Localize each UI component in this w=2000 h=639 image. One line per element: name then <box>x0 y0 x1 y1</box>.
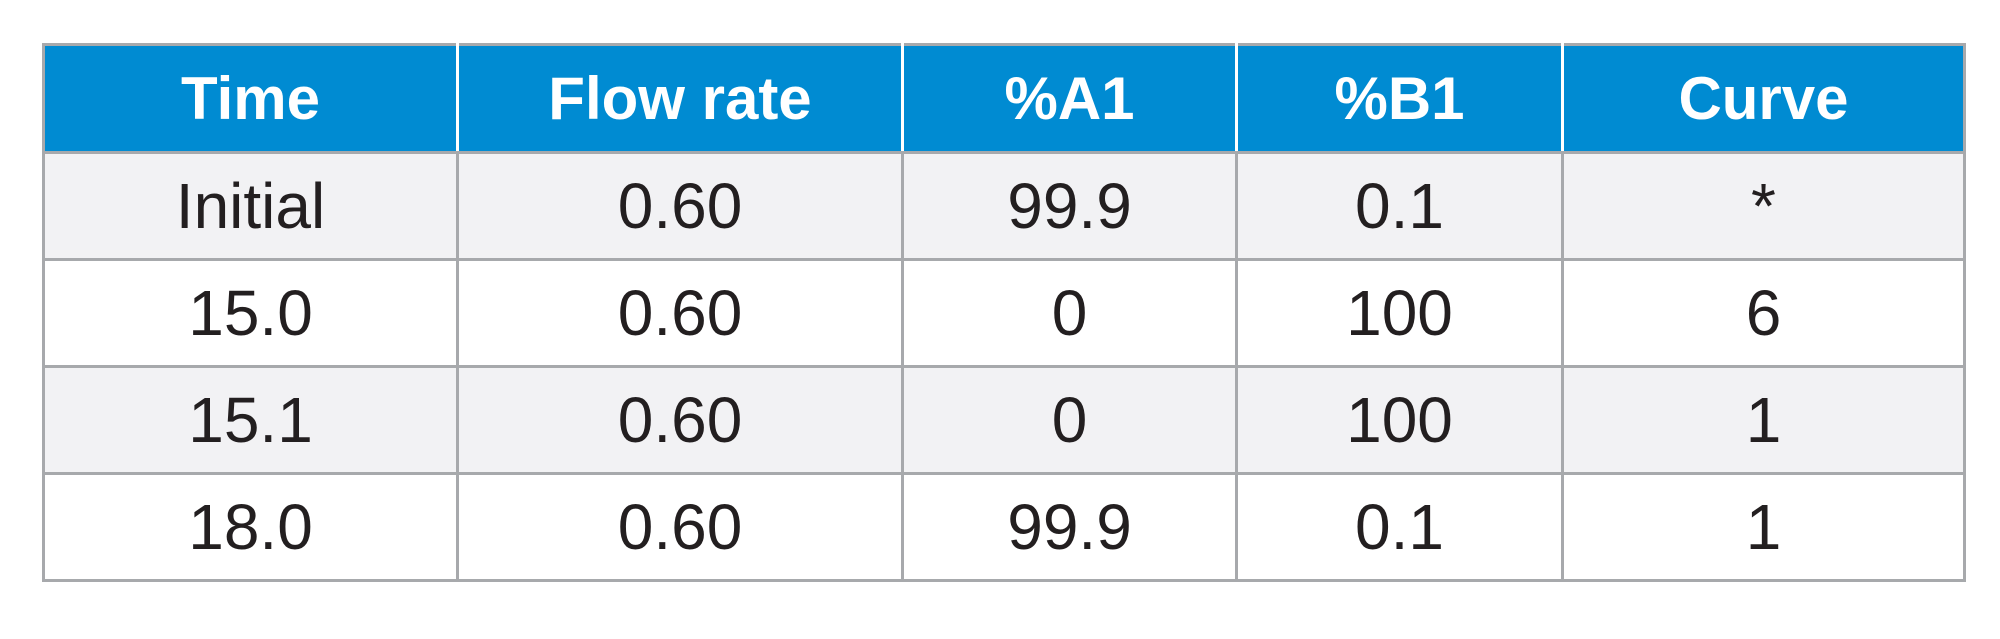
cell-percent-a1: 0 <box>901 258 1238 368</box>
cell-curve: * <box>1561 151 1966 261</box>
cell-time: 18.0 <box>42 472 459 582</box>
cell-curve: 6 <box>1561 258 1966 368</box>
column-header-percent-b1: %B1 <box>1235 43 1564 154</box>
column-header-percent-a1: %A1 <box>901 43 1238 154</box>
column-header-curve: Curve <box>1561 43 1966 154</box>
cell-flow-rate: 0.60 <box>456 365 904 475</box>
table-row: 18.0 0.60 99.9 0.1 1 <box>42 472 1966 582</box>
table-row: 15.1 0.60 0 100 1 <box>42 365 1966 475</box>
cell-percent-b1: 0.1 <box>1235 472 1564 582</box>
cell-curve: 1 <box>1561 365 1966 475</box>
cell-time: 15.0 <box>42 258 459 368</box>
table-body: Initial 0.60 99.9 0.1 * 15.0 0.60 0 100 … <box>42 151 1966 582</box>
gradient-table-container: Time Flow rate %A1 %B1 Curve Initial 0.6… <box>42 43 1966 582</box>
gradient-table: Time Flow rate %A1 %B1 Curve Initial 0.6… <box>42 43 1966 582</box>
cell-flow-rate: 0.60 <box>456 151 904 261</box>
cell-percent-a1: 0 <box>901 365 1238 475</box>
table-row: Initial 0.60 99.9 0.1 * <box>42 151 1966 261</box>
table-header: Time Flow rate %A1 %B1 Curve <box>42 43 1966 154</box>
cell-time: Initial <box>42 151 459 261</box>
cell-time: 15.1 <box>42 365 459 475</box>
cell-percent-b1: 0.1 <box>1235 151 1564 261</box>
cell-flow-rate: 0.60 <box>456 472 904 582</box>
cell-percent-a1: 99.9 <box>901 472 1238 582</box>
cell-percent-a1: 99.9 <box>901 151 1238 261</box>
cell-flow-rate: 0.60 <box>456 258 904 368</box>
cell-percent-b1: 100 <box>1235 258 1564 368</box>
cell-percent-b1: 100 <box>1235 365 1564 475</box>
header-row: Time Flow rate %A1 %B1 Curve <box>42 43 1966 154</box>
cell-curve: 1 <box>1561 472 1966 582</box>
column-header-flow-rate: Flow rate <box>456 43 904 154</box>
table-row: 15.0 0.60 0 100 6 <box>42 258 1966 368</box>
column-header-time: Time <box>42 43 459 154</box>
